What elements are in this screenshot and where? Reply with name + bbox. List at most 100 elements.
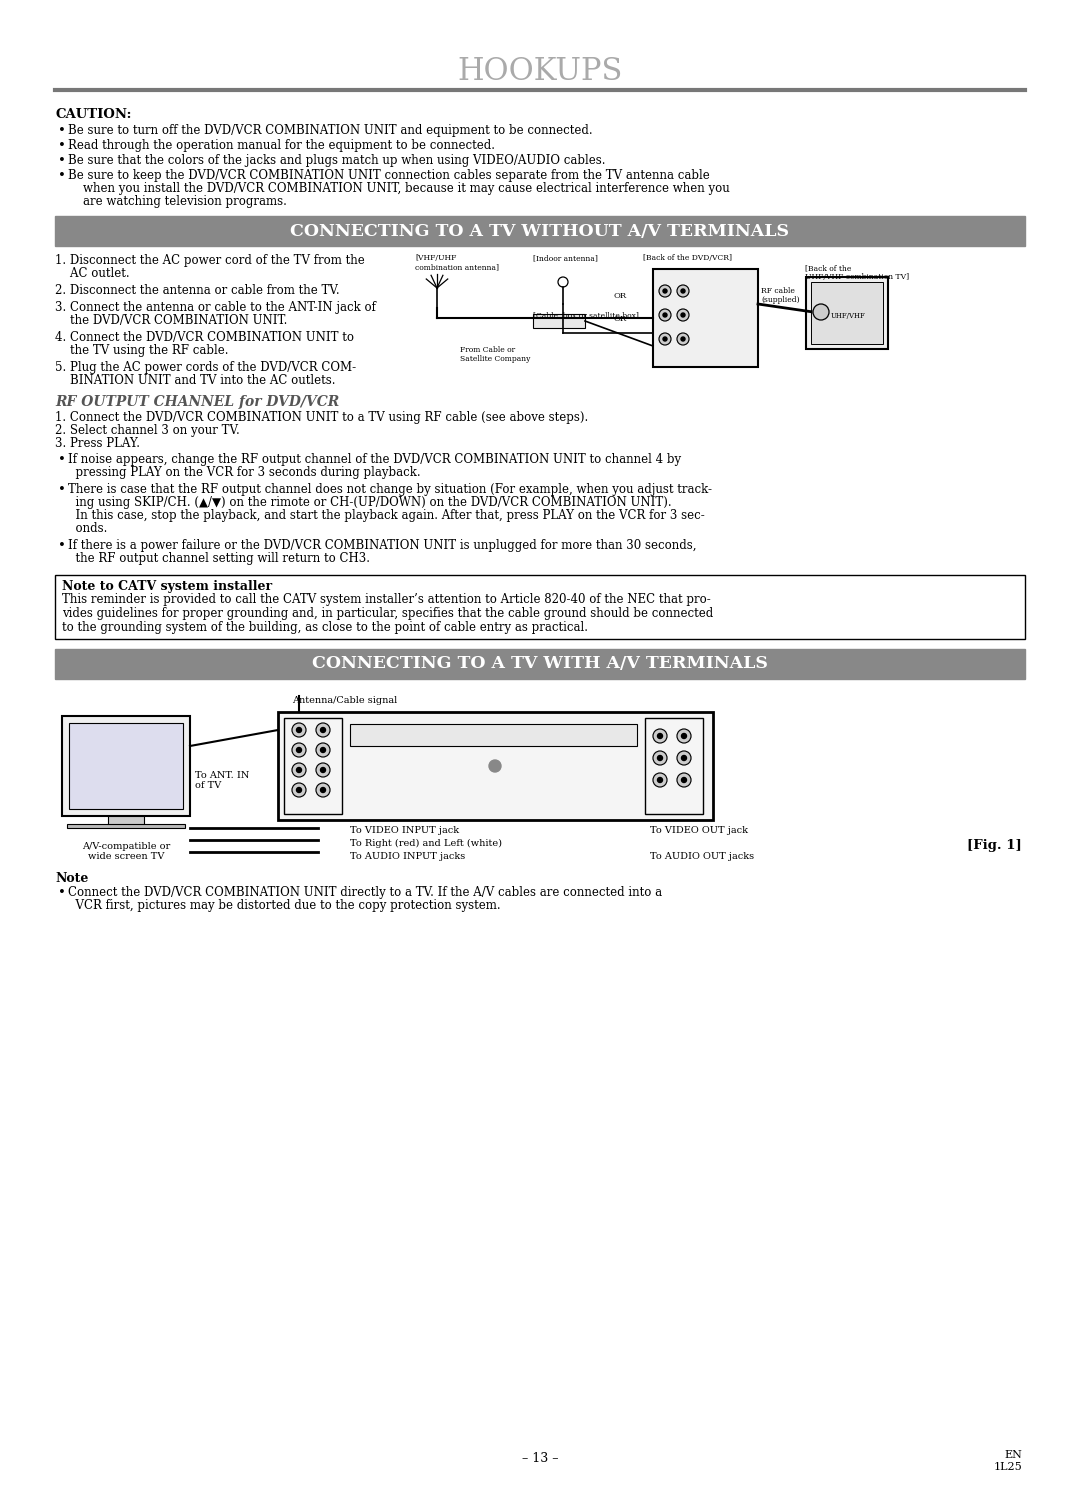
- Text: to the grounding system of the building, as close to the point of cable entry as: to the grounding system of the building,…: [62, 622, 588, 633]
- Text: [Cable  box or satellite box]: [Cable box or satellite box]: [534, 311, 639, 320]
- Text: •: •: [58, 454, 66, 465]
- Bar: [67, 824, 185, 828]
- Text: If noise appears, change the RF output channel of the DVD/VCR COMBINATION UNIT t: If noise appears, change the RF output c…: [68, 454, 681, 465]
- Circle shape: [316, 784, 330, 797]
- Text: 2. Select channel 3 on your TV.: 2. Select channel 3 on your TV.: [55, 424, 240, 437]
- Circle shape: [292, 744, 306, 757]
- Circle shape: [659, 309, 671, 321]
- Text: AC outlet.: AC outlet.: [55, 268, 130, 280]
- Text: 4. Connect the DVD/VCR COMBINATION UNIT to: 4. Connect the DVD/VCR COMBINATION UNIT …: [55, 332, 354, 343]
- Circle shape: [321, 748, 325, 752]
- Circle shape: [677, 751, 691, 764]
- Circle shape: [658, 733, 662, 739]
- Text: In this case, stop the playback, and start the playback again. After that, press: In this case, stop the playback, and sta…: [68, 509, 705, 522]
- Circle shape: [681, 755, 687, 760]
- Text: Read through the operation manual for the equipment to be connected.: Read through the operation manual for th…: [68, 138, 495, 152]
- Text: Be sure that the colors of the jacks and plugs match up when using VIDEO/AUDIO c: Be sure that the colors of the jacks and…: [68, 155, 606, 167]
- Circle shape: [659, 333, 671, 345]
- Circle shape: [663, 288, 667, 293]
- Text: pressing PLAY on the VCR for 3 seconds during playback.: pressing PLAY on the VCR for 3 seconds d…: [68, 465, 420, 479]
- Text: are watching television programs.: are watching television programs.: [68, 195, 287, 208]
- Circle shape: [677, 773, 691, 787]
- Bar: [55, 575, 1025, 639]
- Circle shape: [677, 333, 689, 345]
- Text: 1. Connect the DVD/VCR COMBINATION UNIT to a TV using RF cable (see above steps): 1. Connect the DVD/VCR COMBINATION UNIT …: [55, 410, 589, 424]
- Bar: [55, 648, 1025, 680]
- Circle shape: [663, 338, 667, 341]
- Text: EN
1L25: EN 1L25: [994, 1450, 1022, 1472]
- Text: There is case that the RF output channel does not change by situation (For examp: There is case that the RF output channel…: [68, 483, 712, 497]
- Text: 5. Plug the AC power cords of the DVD/VCR COM-: 5. Plug the AC power cords of the DVD/VC…: [55, 361, 356, 375]
- Circle shape: [653, 751, 667, 764]
- Circle shape: [677, 309, 689, 321]
- Text: •: •: [58, 538, 66, 552]
- Bar: [55, 216, 1025, 245]
- Text: RF cable
(supplied): RF cable (supplied): [761, 287, 799, 305]
- Bar: [62, 717, 190, 816]
- Bar: [278, 712, 713, 819]
- Text: •: •: [58, 138, 66, 152]
- Circle shape: [316, 723, 330, 738]
- Text: If there is a power failure or the DVD/VCR COMBINATION UNIT is unplugged for mor: If there is a power failure or the DVD/V…: [68, 538, 697, 552]
- Text: To Right (red) and Left (white): To Right (red) and Left (white): [350, 839, 502, 848]
- Text: CONNECTING TO A TV WITH A/V TERMINALS: CONNECTING TO A TV WITH A/V TERMINALS: [312, 656, 768, 672]
- Text: UHF/VHF: UHF/VHF: [831, 312, 866, 320]
- Text: 2. Disconnect the antenna or cable from the TV.: 2. Disconnect the antenna or cable from …: [55, 284, 339, 297]
- Text: the RF output channel setting will return to CH3.: the RF output channel setting will retur…: [68, 552, 370, 565]
- Circle shape: [316, 744, 330, 757]
- Text: when you install the DVD/VCR COMBINATION UNIT, because it may cause electrical i: when you install the DVD/VCR COMBINATION…: [68, 181, 730, 195]
- Text: From Cable or
Satellite Company: From Cable or Satellite Company: [460, 346, 530, 363]
- Text: •: •: [58, 886, 66, 900]
- Circle shape: [653, 773, 667, 787]
- Text: Be sure to turn off the DVD/VCR COMBINATION UNIT and equipment to be connected.: Be sure to turn off the DVD/VCR COMBINAT…: [68, 123, 593, 137]
- Circle shape: [297, 727, 301, 733]
- Text: A/V-compatible or
wide screen TV: A/V-compatible or wide screen TV: [82, 842, 171, 861]
- Text: 3. Press PLAY.: 3. Press PLAY.: [55, 437, 140, 451]
- Text: RF OUTPUT CHANNEL for DVD/VCR: RF OUTPUT CHANNEL for DVD/VCR: [55, 396, 339, 409]
- Text: [Indoor antenna]: [Indoor antenna]: [534, 254, 598, 262]
- Text: vides guidelines for proper grounding and, in particular, specifies that the cab: vides guidelines for proper grounding an…: [62, 607, 713, 620]
- Text: Be sure to keep the DVD/VCR COMBINATION UNIT connection cables separate from the: Be sure to keep the DVD/VCR COMBINATION …: [68, 170, 710, 181]
- Text: BINATION UNIT and TV into the AC outlets.: BINATION UNIT and TV into the AC outlets…: [55, 375, 336, 387]
- Text: Note to CATV system installer: Note to CATV system installer: [62, 580, 272, 593]
- Text: [VHF/UHF
combination antenna]: [VHF/UHF combination antenna]: [415, 254, 499, 271]
- Circle shape: [297, 788, 301, 793]
- Text: •: •: [58, 170, 66, 181]
- Text: HOOKUPS: HOOKUPS: [457, 57, 623, 88]
- Circle shape: [677, 286, 689, 297]
- Text: – 13 –: – 13 –: [522, 1451, 558, 1465]
- Bar: [806, 277, 888, 349]
- Circle shape: [321, 727, 325, 733]
- Text: •: •: [58, 123, 66, 137]
- Bar: [653, 269, 758, 367]
- Text: [Back of the DVD/VCR]: [Back of the DVD/VCR]: [643, 254, 732, 262]
- Bar: [69, 723, 183, 809]
- Circle shape: [297, 767, 301, 773]
- Circle shape: [677, 729, 691, 744]
- Text: Note: Note: [55, 871, 89, 885]
- Bar: [534, 314, 585, 329]
- Text: onds.: onds.: [68, 522, 107, 535]
- Text: OR: OR: [613, 315, 626, 323]
- Text: VCR first, pictures may be distorted due to the copy protection system.: VCR first, pictures may be distorted due…: [68, 900, 501, 912]
- Circle shape: [663, 312, 667, 317]
- Text: •: •: [58, 155, 66, 167]
- Text: Connect the DVD/VCR COMBINATION UNIT directly to a TV. If the A/V cables are con: Connect the DVD/VCR COMBINATION UNIT dir…: [68, 886, 662, 900]
- Circle shape: [292, 784, 306, 797]
- Bar: [645, 718, 703, 813]
- Circle shape: [653, 729, 667, 744]
- Circle shape: [658, 778, 662, 782]
- Text: To AUDIO INPUT jacks: To AUDIO INPUT jacks: [350, 852, 465, 861]
- Circle shape: [681, 312, 685, 317]
- Circle shape: [681, 338, 685, 341]
- Text: To VIDEO INPUT jack: To VIDEO INPUT jack: [350, 825, 459, 836]
- Bar: [811, 283, 883, 343]
- Text: 1. Disconnect the AC power cord of the TV from the: 1. Disconnect the AC power cord of the T…: [55, 254, 365, 268]
- Circle shape: [316, 763, 330, 778]
- Circle shape: [292, 763, 306, 778]
- Text: To ANT. IN
of TV: To ANT. IN of TV: [195, 770, 249, 791]
- Text: [Back of the
UHF/VHF combination TV]: [Back of the UHF/VHF combination TV]: [805, 265, 909, 281]
- Circle shape: [681, 288, 685, 293]
- Circle shape: [813, 303, 829, 320]
- Text: ing using SKIP/CH. (▲/▼) on the rimote or CH-(UP/DOWN) on the DVD/VCR COMBINATIO: ing using SKIP/CH. (▲/▼) on the rimote o…: [68, 497, 672, 509]
